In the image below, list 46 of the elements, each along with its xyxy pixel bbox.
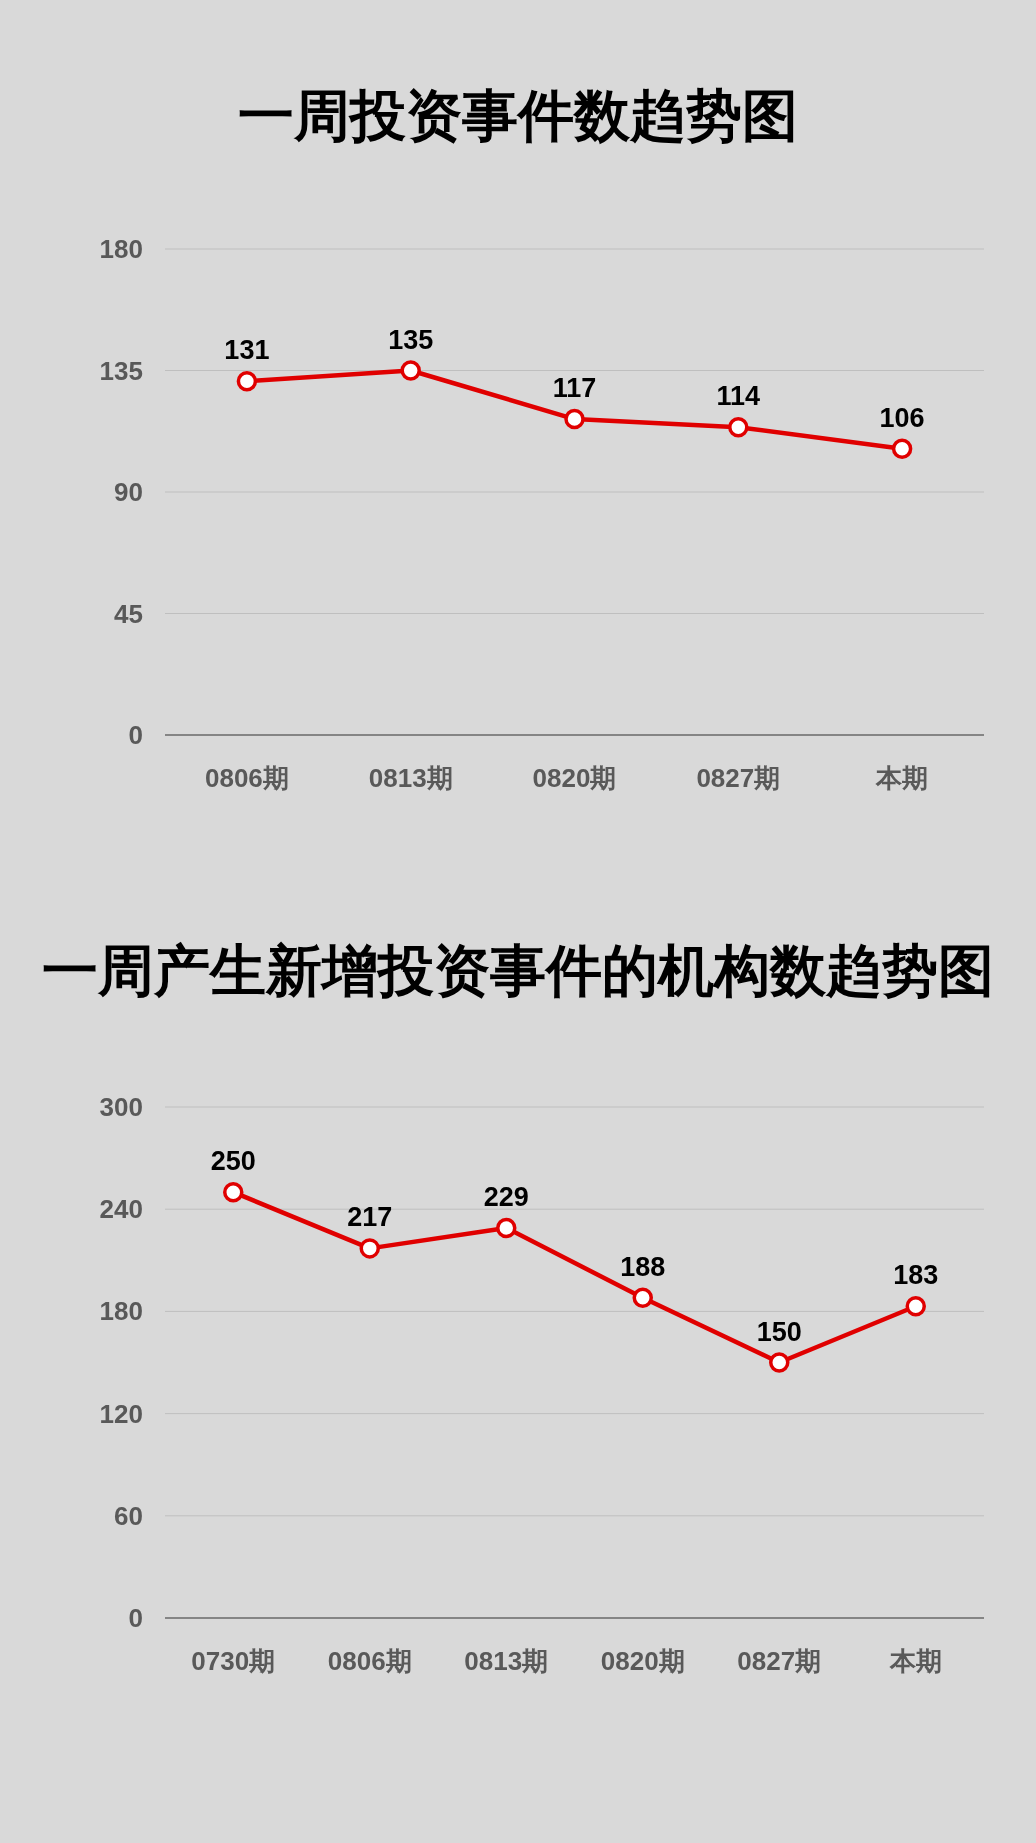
y-tick-label: 180 xyxy=(99,1296,143,1327)
y-tick-label: 180 xyxy=(99,234,143,264)
x-tick-label: 0806期 xyxy=(327,1646,412,1676)
point xyxy=(223,1181,244,1203)
y-tick-label: 300 xyxy=(99,1092,143,1122)
data-label: 106 xyxy=(879,402,925,433)
data-label: 117 xyxy=(552,373,597,404)
data-label: 131 xyxy=(224,335,270,366)
x-tick-label: 0827期 xyxy=(737,1646,822,1676)
point xyxy=(496,1217,517,1239)
x-tick-label: 0827期 xyxy=(696,763,781,793)
y-tick-label: 60 xyxy=(114,1500,143,1531)
x-tick-label: 本期 xyxy=(888,1646,942,1676)
chart-title: 一周投资事件数趋势图 xyxy=(238,84,798,147)
data-label: 183 xyxy=(893,1260,939,1291)
point xyxy=(632,1287,653,1309)
data-label: 188 xyxy=(620,1251,666,1282)
point xyxy=(728,416,749,438)
point xyxy=(891,438,913,460)
point xyxy=(236,371,258,392)
x-tick-label: 0730期 xyxy=(191,1646,276,1676)
x-tick-label: 0806期 xyxy=(204,763,289,793)
data-label: 114 xyxy=(716,381,761,412)
y-tick-label: 240 xyxy=(99,1194,143,1225)
x-tick-label: 0820期 xyxy=(600,1646,685,1676)
point xyxy=(905,1296,926,1317)
data-label: 217 xyxy=(347,1202,393,1233)
y-tick-label: 120 xyxy=(99,1398,143,1429)
x-tick-label: 本期 xyxy=(875,763,929,793)
x-tick-label: 0820期 xyxy=(532,763,617,793)
chart-title: 一周产生新增投资事件的机构数趋势图 xyxy=(42,939,994,1002)
x-tick-label: 0813期 xyxy=(464,1646,549,1676)
point xyxy=(564,408,585,430)
data-label: 229 xyxy=(483,1181,529,1212)
y-tick-label: 0 xyxy=(128,720,143,750)
point xyxy=(400,360,421,381)
y-tick-label: 45 xyxy=(114,598,143,629)
y-tick-label: 0 xyxy=(128,1603,143,1633)
data-label: 250 xyxy=(210,1146,256,1177)
data-label: 135 xyxy=(388,324,434,355)
point xyxy=(769,1352,790,1373)
point xyxy=(359,1238,380,1259)
y-tick-label: 90 xyxy=(114,477,143,507)
data-label: 150 xyxy=(756,1316,802,1347)
x-tick-label: 0813期 xyxy=(368,763,453,793)
y-tick-label: 135 xyxy=(99,355,143,386)
